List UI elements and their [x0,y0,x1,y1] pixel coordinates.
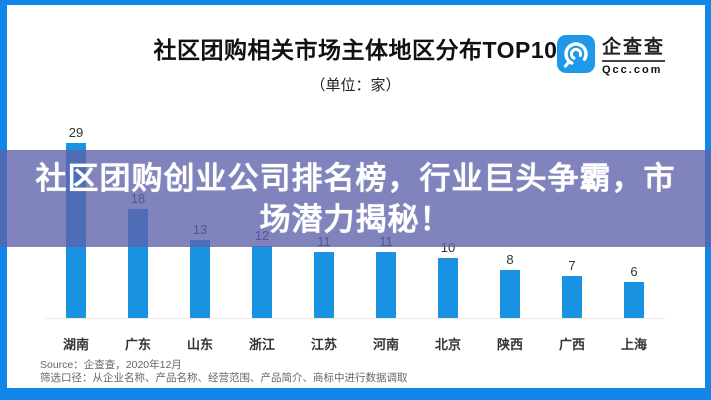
bar [624,282,644,318]
bar [376,252,396,318]
page-title: 社区团购相关市场主体地区分布TOP10 [153,37,558,63]
bar [252,246,272,318]
bar [562,276,582,318]
bar [190,240,210,318]
bar-value-label: 8 [506,252,514,267]
bar-column: 7 [541,123,603,318]
bar-value-label: 7 [568,258,576,273]
category-label: 山东 [186,337,213,352]
qcc-logo-icon [556,35,595,73]
category-label: 河南 [372,337,399,352]
frame-top-bar [0,0,711,5]
criteria-line: 筛选口径：从企业名称、产品名称、经营范围、产品简介、商标中进行数据调取 [40,372,408,384]
category-label: 陕西 [496,337,523,352]
headline-line-1: 社区团购创业公司排名榜，行业巨头争霸，市 [35,160,676,196]
bar-column: 8 [479,123,541,318]
category-label: 浙江 [248,337,275,352]
bar-value-label: 6 [630,264,638,279]
bar-column: 6 [603,123,665,318]
unit-subtitle: （单位：家） [310,77,401,94]
bar [314,252,334,318]
category-label: 江苏 [310,337,337,352]
category-label: 北京 [434,337,461,352]
category-label: 上海 [620,337,647,352]
bar-value-label: 29 [68,125,84,140]
headline-line-2: 场潜力揭秘！ [259,201,452,237]
frame-bottom-bar [0,388,711,400]
category-axis: 湖南 广东 山东 浙江 江苏 河南 北京 陕西 广西 上海 [45,334,665,353]
category-label: 广西 [558,337,585,352]
source-note: Source：企查查，2020年12月 筛选口径：从企业名称、产品名称、经营范围… [40,359,408,385]
bar [438,258,458,318]
qcc-logo: 企查查 Qcc.com [556,32,665,76]
qcc-logo-domain: Qcc.com [601,64,663,76]
source-line: Source：企查查，2020年12月 [40,359,182,371]
qcc-logo-name: 企查查 [601,32,665,62]
category-label: 湖南 [62,337,89,352]
headline-banner-overlay: 社区团购创业公司排名榜，行业巨头争霸，市 场潜力揭秘！ [0,150,711,247]
category-label: 广东 [124,337,151,352]
bar [500,270,520,318]
